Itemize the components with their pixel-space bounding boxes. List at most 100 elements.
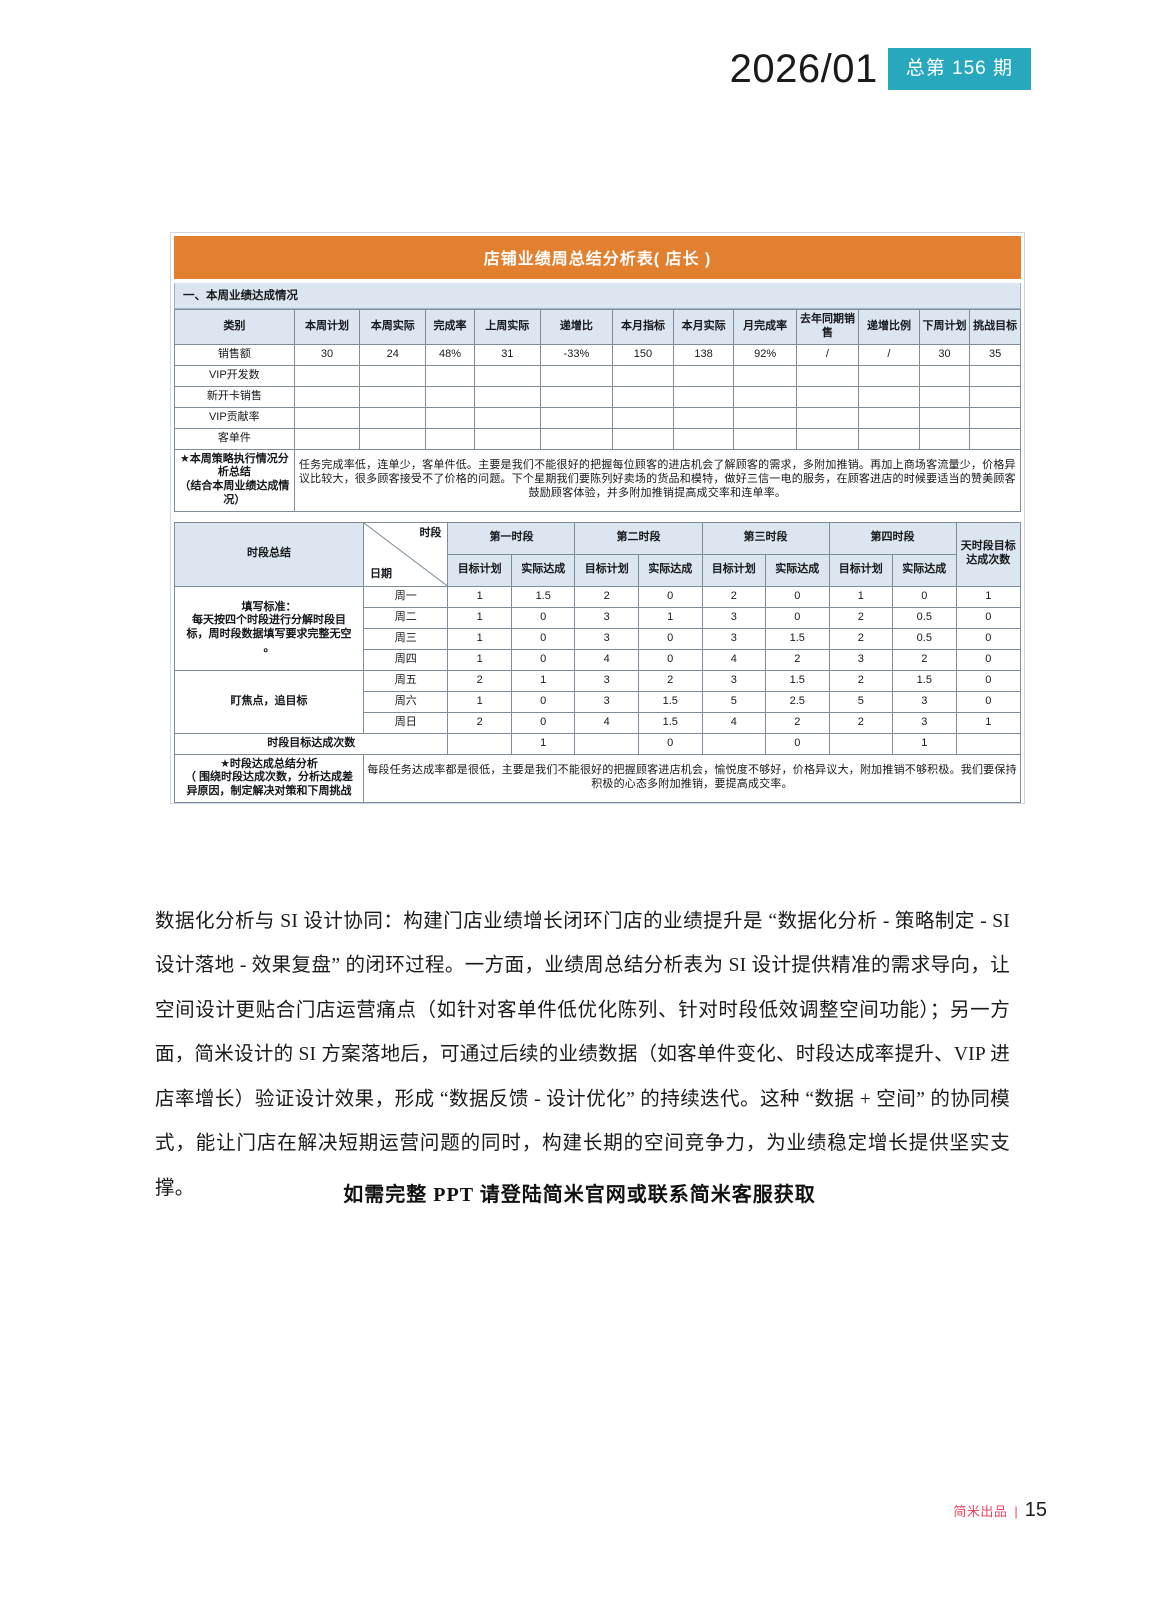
cell: 0 bbox=[510, 627, 576, 650]
cell bbox=[795, 385, 860, 408]
col-header-growth-percent: 递增比例 bbox=[858, 309, 920, 345]
timeslot-summary-line1: ★时段达成总结分析 bbox=[220, 757, 318, 770]
cell-daily-total: 0 bbox=[955, 690, 1022, 713]
cell bbox=[733, 364, 797, 387]
page-header: 2026/01 总第 156 期 bbox=[730, 48, 1031, 90]
table-row: VIP开发数 bbox=[174, 364, 1021, 387]
cell: 1 bbox=[447, 606, 512, 629]
cell bbox=[612, 364, 674, 387]
cell: 1.5 bbox=[510, 585, 576, 608]
cell bbox=[969, 385, 1021, 408]
cell: 92% bbox=[733, 343, 797, 366]
table-row: 客单件 bbox=[174, 427, 1021, 450]
timeslot-summary-line3: 异原因，制定解决对策和下周挑战 bbox=[186, 785, 352, 797]
cell: 2 bbox=[765, 648, 830, 671]
cell: 1.5 bbox=[637, 711, 703, 734]
col-header-completion-rate: 完成率 bbox=[425, 309, 475, 345]
weekly-performance-table: 类别 本周计划 本周实际 完成率 上周实际 递增比 本月指标 本月实际 月完成率… bbox=[174, 309, 1022, 512]
cell: 1 bbox=[637, 606, 703, 629]
cell bbox=[425, 427, 475, 450]
subcol-target-1: 目标计划 bbox=[447, 553, 512, 587]
focus-target-label: 盯焦点，追目标 bbox=[174, 669, 364, 734]
strategy-summary-label-line1: ★本周策略执行情况分析总结 bbox=[179, 452, 289, 479]
timeslot-label: 时段 bbox=[419, 526, 442, 539]
cell: 1 bbox=[447, 627, 512, 650]
cell: 1.5 bbox=[765, 669, 830, 692]
cell: 1 bbox=[510, 732, 576, 755]
row-label: VIP开发数 bbox=[174, 364, 295, 387]
timeslot-summary-row: ★时段达成总结分析 （ 围绕时段达成次数，分析达成差 异原因，制定解决对策和下周… bbox=[174, 753, 1021, 803]
section-divider bbox=[171, 511, 1024, 522]
cell: 2 bbox=[701, 585, 767, 608]
cell: 0 bbox=[510, 606, 576, 629]
day-label: 周二 bbox=[362, 606, 449, 629]
cell bbox=[858, 406, 920, 429]
cell bbox=[918, 427, 971, 450]
subcol-target-3: 目标计划 bbox=[701, 553, 767, 587]
cell bbox=[733, 427, 797, 450]
fill-standard-line1: 填写标准： bbox=[241, 600, 297, 613]
cell: 0.5 bbox=[892, 606, 957, 629]
cell: 1 bbox=[447, 690, 512, 713]
time-slot-table: 时段总结 时段 日期 第一时段 第二时段 第三时段 第四时段 天时段目标 达 bbox=[173, 521, 1022, 803]
cell-daily-total: 0 bbox=[955, 648, 1022, 671]
cell: 4 bbox=[574, 648, 639, 671]
col-header-week-plan: 本周计划 bbox=[293, 309, 361, 345]
col-header-last-week-actual: 上周实际 bbox=[473, 309, 541, 345]
cell: 3 bbox=[574, 669, 639, 692]
cell: 2 bbox=[637, 669, 703, 692]
table-row: 周三 1 0 3 0 3 1.5 2 0.5 0 bbox=[175, 627, 1022, 650]
cell bbox=[858, 364, 920, 387]
cell: 1.5 bbox=[892, 669, 957, 692]
cell: 3 bbox=[701, 669, 767, 692]
cell bbox=[969, 364, 1021, 387]
day-label: 周一 bbox=[362, 585, 449, 608]
performance-sheet-figure: 店铺业绩周总结分析表( 店长 ) 一、本周业绩达成情况 类别 本周计划 本周实际… bbox=[170, 232, 1025, 804]
row-label: 销售额 bbox=[174, 343, 295, 366]
cell: 3 bbox=[892, 690, 957, 713]
cell: 0 bbox=[637, 585, 703, 608]
subcol-target-4: 目标计划 bbox=[828, 553, 894, 587]
cell bbox=[473, 427, 541, 450]
day-label: 周日 bbox=[362, 711, 449, 734]
timeslot-summary-text: 每段任务达成率都是很低，主要是我们不能很好的把握顾客进店机会，愉悦度不够好，价格… bbox=[363, 753, 1021, 803]
cell: 0.5 bbox=[892, 627, 957, 650]
cell: 150 bbox=[612, 343, 674, 366]
footer-separator: | bbox=[1014, 1504, 1018, 1519]
cell bbox=[795, 427, 860, 450]
cell: 1 bbox=[828, 585, 894, 608]
cell bbox=[733, 406, 797, 429]
cell-daily-total: 0 bbox=[955, 669, 1022, 692]
cell bbox=[539, 406, 614, 429]
cell bbox=[473, 406, 541, 429]
cell-daily-total: 1 bbox=[955, 711, 1022, 734]
cell: 0 bbox=[892, 585, 957, 608]
cell bbox=[969, 406, 1021, 429]
cell bbox=[425, 406, 475, 429]
col-header-period-2: 第二时段 bbox=[574, 521, 703, 555]
cell bbox=[672, 385, 735, 408]
cell bbox=[539, 385, 614, 408]
col-header-period-4: 第四时段 bbox=[828, 521, 957, 555]
article-paragraph: 数据化分析与 SI 设计协同：构建门店业绩增长闭环门店的业绩提升是 “数据化分析… bbox=[155, 911, 1010, 1199]
cell: 0 bbox=[637, 648, 703, 671]
time-slot-header-row-1: 时段总结 时段 日期 第一时段 第二时段 第三时段 第四时段 天时段目标 达 bbox=[174, 521, 1022, 587]
cell: 3 bbox=[574, 606, 639, 629]
cell: / bbox=[858, 343, 920, 366]
table-row: VIP贡献率 bbox=[174, 406, 1021, 429]
cell bbox=[425, 385, 475, 408]
subcol-target-2: 目标计划 bbox=[574, 553, 639, 587]
date-timeslot-diagonal-header: 时段 日期 bbox=[362, 521, 449, 587]
cell-daily-total: 0 bbox=[955, 627, 1022, 650]
daily-achieved-line2: 达成次数 bbox=[966, 554, 1011, 566]
page-number: 15 bbox=[1024, 1499, 1047, 1521]
col-header-challenge-target: 挑战目标 bbox=[969, 309, 1021, 345]
cell bbox=[918, 364, 971, 387]
cell: 0 bbox=[637, 732, 703, 755]
row-label: 新开卡销售 bbox=[174, 385, 295, 408]
cell: 4 bbox=[574, 711, 639, 734]
cell bbox=[969, 427, 1021, 450]
subcol-actual-2: 实际达成 bbox=[637, 553, 703, 587]
cell: 1.5 bbox=[637, 690, 703, 713]
daily-achieved-line1: 天时段目标 bbox=[960, 540, 1016, 553]
